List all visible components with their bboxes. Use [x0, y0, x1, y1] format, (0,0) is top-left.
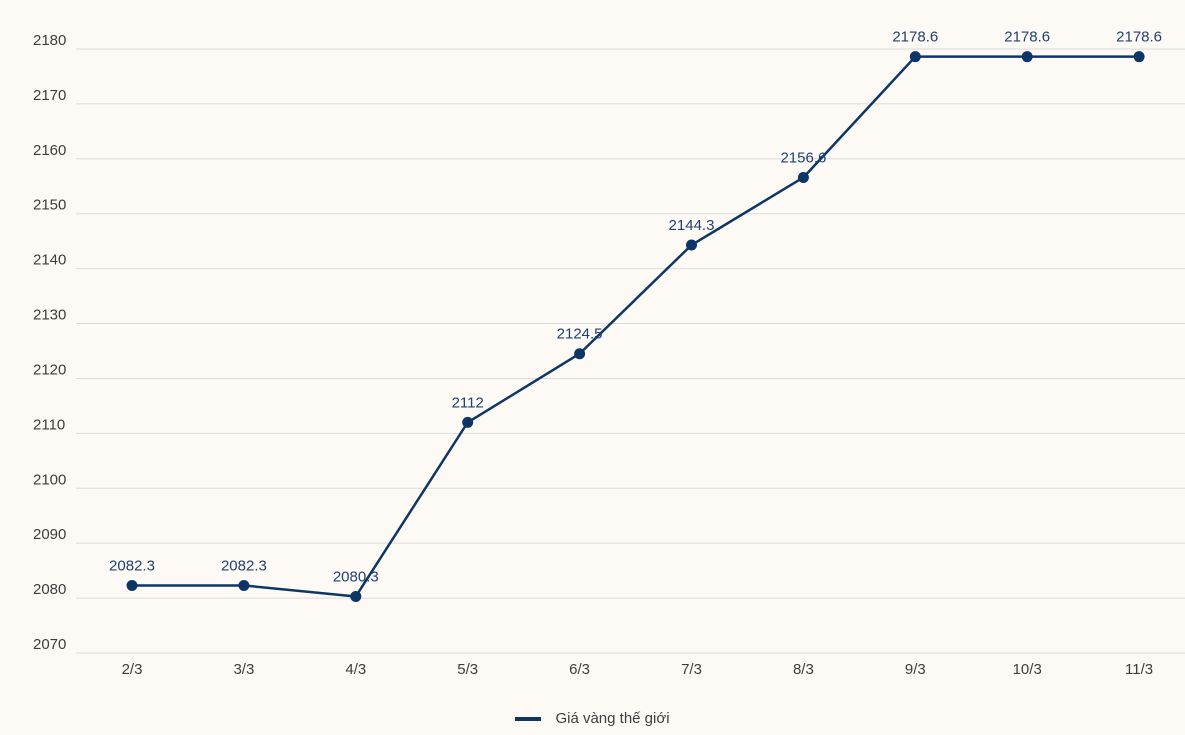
- data-point: [126, 579, 138, 591]
- data-label: 2178.6: [1004, 29, 1050, 46]
- data-label: 2112: [452, 394, 484, 411]
- y-tick-label: 2080: [33, 581, 66, 598]
- data-label: 2178.6: [892, 29, 938, 46]
- y-tick-label: 2140: [33, 252, 66, 269]
- y-tick-label: 2120: [33, 361, 66, 378]
- data-label: 2082.3: [109, 557, 155, 574]
- x-axis-ticks: 2/3 3/3 4/3 5/3 6/3 7/3 8/3 9/3 10/3 11/3: [122, 661, 1154, 678]
- data-point: [1133, 51, 1145, 63]
- y-tick-label: 2100: [33, 471, 66, 488]
- x-tick-label: 5/3: [457, 661, 478, 678]
- data-point: [462, 416, 474, 428]
- x-tick-label: 11/3: [1125, 661, 1153, 678]
- x-tick-label: 2/3: [122, 661, 143, 678]
- data-point: [238, 579, 250, 591]
- data-point: [1021, 51, 1033, 63]
- y-tick-label: 2170: [33, 87, 66, 104]
- data-label: 2144.3: [669, 217, 715, 234]
- data-label: 2080.3: [333, 568, 379, 585]
- data-point: [909, 51, 921, 63]
- data-label: 2082.3: [221, 557, 267, 574]
- y-tick-label: 2070: [33, 636, 66, 653]
- legend-swatch: [515, 716, 542, 721]
- legend-label: Giá vàng thế giới: [555, 710, 670, 727]
- x-tick-label: 9/3: [905, 661, 926, 678]
- data-label: 2156.6: [780, 149, 826, 166]
- y-axis-ticks: 2070 2080 2090 2100 2110 2120 2130 2140 2150 2160…: [33, 32, 66, 653]
- data-point: [686, 239, 697, 251]
- data-point: [574, 348, 586, 360]
- y-tick-label: 2160: [33, 142, 66, 159]
- data-label: 2178.6: [1116, 29, 1162, 46]
- data-point: [350, 590, 362, 602]
- y-tick-label: 2130: [33, 307, 66, 324]
- series-line: [132, 55, 1140, 598]
- x-tick-label: 6/3: [569, 661, 590, 678]
- x-tick-label: 7/3: [681, 661, 702, 678]
- y-tick-label: 2180: [33, 32, 66, 49]
- x-tick-label: 4/3: [345, 661, 366, 678]
- x-tick-label: 3/3: [233, 661, 254, 678]
- y-tick-label: 2150: [33, 197, 66, 214]
- grid-lines: [76, 48, 1185, 654]
- series-layer: [126, 51, 1145, 602]
- chart-plot: 2070 2080 2090 2100 2110 2120 2130 2140 2150 2160…: [33, 29, 1185, 678]
- x-tick-label: 8/3: [793, 661, 814, 678]
- legend: Giá vàng thế giới: [0, 710, 1185, 727]
- x-tick-label: 10/3: [1013, 661, 1042, 678]
- y-tick-label: 2110: [33, 416, 65, 433]
- y-tick-label: 2090: [33, 526, 66, 543]
- data-point: [797, 171, 809, 183]
- data-label: 2124.5: [557, 326, 603, 343]
- data-labels: 2082.3 2082.3 2080.3 2112 2124.5 2144.3 2156.6…: [109, 29, 1162, 586]
